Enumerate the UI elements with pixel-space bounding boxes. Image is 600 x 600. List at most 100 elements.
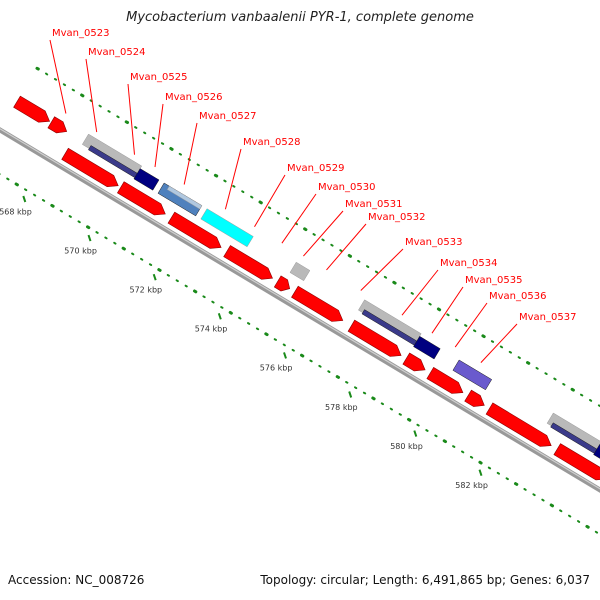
gc-mark-inner [577, 520, 581, 523]
gc-mark-outer [366, 265, 370, 268]
gc-mark-outer [410, 292, 414, 295]
gene-labels: Mvan_0523 Mvan_0524 Mvan_0525 Mvan_0526 Mvan… [49, 28, 576, 363]
gc-mark-inner [121, 246, 126, 251]
gc-mark-inner [282, 343, 286, 347]
gc-mark-inner [291, 348, 295, 352]
gene-leader-line [480, 323, 518, 363]
gc-mark-outer [35, 66, 40, 71]
scale-label-574: 574 kbp [195, 325, 228, 334]
gene-label-mvan-0532: Mvan_0532 [368, 212, 425, 223]
gc-mark-inner [255, 327, 260, 331]
gene-leader-line [254, 174, 286, 227]
cds-arrow-inner-9 [426, 366, 464, 394]
gc-mark-outer [330, 243, 334, 247]
gc-mark-outer [124, 120, 129, 124]
gc-mark-outer [455, 318, 459, 322]
gene-leader-line [183, 122, 198, 185]
gc-mark-outer [570, 387, 575, 392]
gc-mark-inner [354, 386, 358, 390]
gc-mark-inner [33, 193, 37, 197]
gc-mark-outer [143, 131, 147, 135]
gc-mark-outer [553, 377, 557, 381]
gc-mark-outer [589, 399, 593, 402]
gc-mark-outer [580, 393, 584, 397]
gc-mark-outer [267, 206, 272, 210]
gc-mark-inner [50, 203, 55, 208]
scale-tick [478, 469, 483, 477]
gc-mark-inner [300, 353, 305, 358]
gc-mark-inner [549, 503, 554, 508]
gc-mark-outer [178, 152, 182, 156]
blast-hit-8 [452, 359, 493, 391]
gc-mark-outer [107, 110, 111, 113]
gc-mark-inner [380, 402, 384, 406]
scale-label-568: 568 kbp [0, 207, 32, 216]
gene-leader-line [281, 193, 317, 244]
gc-mark-inner [487, 466, 492, 470]
blast-hit-3-band [166, 185, 203, 210]
gc-mark-inner [452, 445, 456, 448]
gc-mark-outer [205, 168, 209, 172]
gc-mark-inner [140, 257, 144, 261]
gc-mark-inner [478, 460, 483, 465]
gc-mark-outer [312, 233, 316, 236]
cds-arrow-inner-5 [273, 275, 291, 292]
gc-mark-inner [193, 289, 198, 294]
gc-mark-inner [541, 498, 545, 502]
gc-mark-inner [559, 509, 563, 513]
gc-skew-track [0, 66, 600, 534]
gene-label-mvan-0534: Mvan_0534 [440, 258, 497, 269]
gc-mark-outer [89, 99, 93, 103]
gc-mark-inner [514, 482, 519, 486]
gc-mark-inner [77, 220, 81, 224]
gene-leader-line [303, 210, 344, 257]
gc-mark-inner [461, 450, 465, 454]
gc-mark-outer [152, 136, 156, 140]
gc-mark-inner [389, 407, 393, 411]
gene-leader-line [431, 286, 464, 334]
gc-mark-inner [434, 434, 438, 438]
gc-mark-inner [211, 300, 215, 304]
gc-mark-inner [166, 274, 170, 277]
gc-mark-inner [104, 236, 108, 240]
gene-leader-line [326, 223, 367, 271]
gc-mark-inner [24, 188, 28, 192]
gc-mark-outer [419, 297, 423, 301]
gc-mark-inner [264, 332, 269, 337]
gc-mark-outer [436, 307, 442, 312]
cds-arrow-inner-1 [61, 147, 119, 188]
blast-hit-3 [157, 182, 203, 217]
gc-mark-outer [339, 249, 343, 252]
cds-arrow-inner-10 [464, 389, 485, 407]
gc-mark-outer [232, 185, 236, 188]
gc-mark-outer [258, 200, 263, 205]
gc-mark-inner [220, 306, 224, 309]
topology-text: Topology: circular; Length: 6,491,865 bp… [260, 573, 590, 587]
gene-label-mvan-0530: Mvan_0530 [318, 182, 375, 193]
gc-mark-inner [568, 514, 572, 518]
scale-label-572: 572 kbp [130, 286, 163, 295]
gc-mark-inner [175, 279, 179, 283]
gc-mark-outer [535, 366, 539, 370]
gc-mark-inner [469, 455, 474, 459]
gene-label-mvan-0527: Mvan_0527 [199, 111, 256, 122]
gc-mark-inner [309, 359, 313, 363]
gc-mark-inner [335, 375, 340, 379]
blast-hit-2 [133, 168, 160, 191]
gc-mark-inner [41, 199, 46, 202]
gc-mark-inner [148, 263, 153, 266]
gene-label-mvan-0533: Mvan_0533 [405, 237, 462, 248]
scale-label-582: 582 kbp [455, 481, 488, 490]
scale-tick [217, 312, 222, 320]
gc-mark-outer [169, 147, 174, 151]
gc-mark-outer [347, 254, 352, 258]
scale-label-578: 578 kbp [325, 403, 358, 412]
gc-mark-outer [98, 104, 102, 108]
gene-label-mvan-0523: Mvan_0523 [52, 28, 109, 39]
backbone-line [0, 127, 600, 493]
blast-hit-7 [413, 335, 441, 360]
gc-mark-outer [53, 78, 58, 81]
gc-mark-outer [473, 329, 477, 333]
gc-mark-outer [428, 302, 432, 306]
